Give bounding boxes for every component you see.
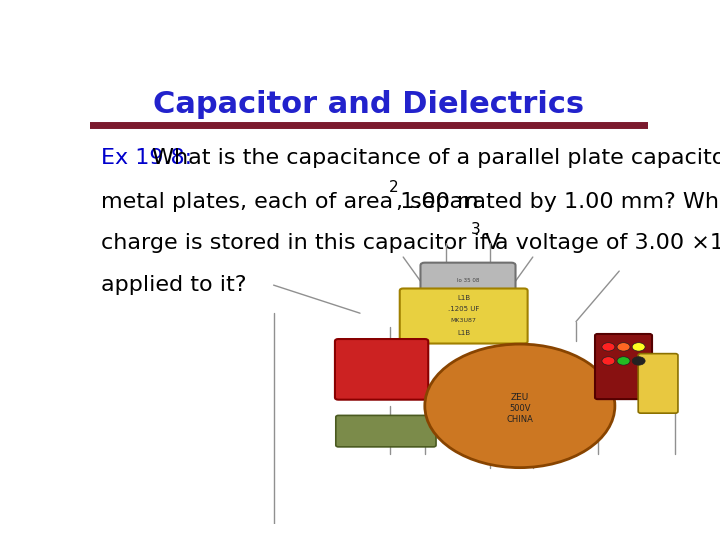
Circle shape [617, 357, 630, 365]
Text: L1B: L1B [457, 330, 470, 336]
Circle shape [425, 344, 615, 468]
Text: What is the capacitance of a parallel plate capacitor with: What is the capacitance of a parallel pl… [153, 148, 720, 168]
Circle shape [602, 357, 615, 365]
FancyBboxPatch shape [420, 262, 516, 299]
Text: 3: 3 [471, 221, 481, 237]
FancyBboxPatch shape [638, 354, 678, 413]
Text: ZEU: ZEU [510, 393, 529, 402]
Text: L1B: L1B [457, 295, 470, 301]
Text: metal plates, each of area 1.00 m: metal plates, each of area 1.00 m [101, 192, 479, 212]
Text: MK3U87: MK3U87 [451, 318, 477, 323]
Text: CHINA: CHINA [506, 415, 534, 424]
FancyBboxPatch shape [335, 339, 428, 400]
FancyBboxPatch shape [336, 415, 436, 447]
Text: .1205 UF: .1205 UF [448, 306, 480, 312]
Circle shape [617, 343, 630, 351]
Text: 2: 2 [389, 180, 398, 195]
Text: applied to it?: applied to it? [101, 275, 247, 295]
Text: Capacitor and Dielectrics: Capacitor and Dielectrics [153, 90, 585, 119]
Circle shape [602, 343, 615, 351]
Text: V: V [478, 233, 500, 253]
Text: Ex 19.8:: Ex 19.8: [101, 148, 199, 168]
Circle shape [632, 357, 645, 365]
FancyBboxPatch shape [595, 334, 652, 399]
Text: lo 35 08: lo 35 08 [456, 279, 480, 284]
Text: charge is stored in this capacitor if a voltage of 3.00 ×10: charge is stored in this capacitor if a … [101, 233, 720, 253]
Text: 500V: 500V [509, 404, 531, 413]
Text: , separated by 1.00 mm? What: , separated by 1.00 mm? What [396, 192, 720, 212]
Circle shape [632, 343, 645, 351]
FancyBboxPatch shape [400, 288, 528, 343]
